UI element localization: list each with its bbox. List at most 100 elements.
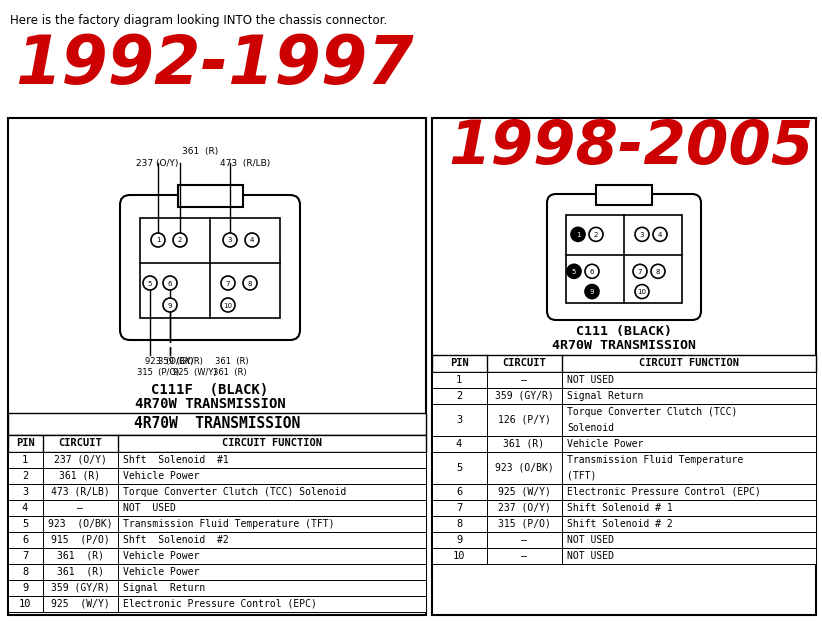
Text: 7: 7 — [22, 551, 28, 561]
Text: 1: 1 — [155, 238, 160, 243]
Bar — [596, 185, 652, 205]
Text: PIN: PIN — [16, 439, 35, 448]
Bar — [8, 468, 426, 484]
Bar — [8, 548, 426, 564]
Bar — [8, 435, 426, 452]
Circle shape — [243, 276, 257, 290]
Text: 10: 10 — [453, 551, 465, 561]
Text: 915  (P/O): 915 (P/O) — [51, 535, 109, 545]
Text: 4: 4 — [658, 232, 663, 238]
Text: 361  (R): 361 (R) — [213, 368, 247, 377]
Text: 5: 5 — [572, 269, 576, 275]
Text: Vehicle Power: Vehicle Power — [123, 471, 200, 481]
Circle shape — [567, 264, 581, 278]
Text: 7: 7 — [226, 281, 230, 287]
Text: C111F  (BLACK): C111F (BLACK) — [151, 383, 269, 397]
Circle shape — [163, 276, 177, 290]
Text: Here is the factory diagram looking INTO the chassis connector.: Here is the factory diagram looking INTO… — [10, 14, 387, 27]
Text: Signal Return: Signal Return — [567, 391, 644, 401]
Text: 237 (O/Y): 237 (O/Y) — [53, 455, 106, 465]
Bar — [8, 596, 426, 612]
Text: 9: 9 — [22, 583, 28, 593]
Bar — [8, 500, 426, 516]
Text: NOT USED: NOT USED — [567, 535, 614, 545]
Text: 473 (R/LB): 473 (R/LB) — [51, 487, 109, 497]
Text: 4R70W TRANSMISSION: 4R70W TRANSMISSION — [552, 339, 696, 352]
Text: 315  (P/O): 315 (P/O) — [137, 368, 179, 377]
Text: 2: 2 — [22, 471, 28, 481]
Text: 8: 8 — [22, 567, 28, 577]
Text: 925  (W/Y): 925 (W/Y) — [173, 368, 217, 377]
Text: 9: 9 — [168, 302, 173, 309]
Bar — [432, 484, 816, 500]
Text: NOT  USED: NOT USED — [123, 503, 176, 513]
Text: PIN: PIN — [450, 358, 469, 368]
Text: 925  (W/Y): 925 (W/Y) — [51, 599, 109, 609]
Bar — [432, 372, 816, 388]
Text: 10: 10 — [638, 289, 646, 295]
Text: 4: 4 — [456, 439, 462, 449]
Text: Vehicle Power: Vehicle Power — [567, 439, 644, 449]
Text: 9: 9 — [456, 535, 462, 545]
Bar — [8, 564, 426, 580]
Text: Transmission Fluid Temperature (TFT): Transmission Fluid Temperature (TFT) — [123, 519, 335, 529]
Bar — [432, 388, 816, 404]
Text: CIRCUIT FUNCTION: CIRCUIT FUNCTION — [222, 439, 322, 448]
Circle shape — [143, 276, 157, 290]
Circle shape — [223, 233, 237, 247]
Text: 7: 7 — [638, 269, 642, 275]
Text: 4R70W  TRANSMISSION: 4R70W TRANSMISSION — [134, 417, 300, 432]
Circle shape — [163, 298, 177, 312]
Text: 923  (O/BK): 923 (O/BK) — [48, 519, 113, 529]
FancyBboxPatch shape — [120, 195, 300, 340]
Text: —: — — [77, 503, 83, 513]
Text: 1998-2005: 1998-2005 — [448, 118, 814, 177]
Text: 1: 1 — [456, 375, 462, 385]
Text: CIRCUIT: CIRCUIT — [58, 439, 102, 448]
Bar — [432, 548, 816, 564]
Circle shape — [173, 233, 187, 247]
Circle shape — [635, 284, 649, 299]
Text: 473  (R/LB): 473 (R/LB) — [220, 159, 270, 168]
Text: 10: 10 — [19, 599, 31, 609]
Circle shape — [633, 264, 647, 278]
Text: 1: 1 — [22, 455, 28, 465]
Text: 9: 9 — [589, 289, 594, 295]
Bar — [432, 532, 816, 548]
Text: 8: 8 — [247, 281, 252, 287]
Circle shape — [571, 228, 585, 241]
Bar — [8, 580, 426, 596]
Text: Torque Converter Clutch (TCC) Solenoid: Torque Converter Clutch (TCC) Solenoid — [123, 487, 346, 497]
Text: 4R70W TRANSMISSION: 4R70W TRANSMISSION — [135, 397, 285, 411]
Bar — [566, 215, 682, 303]
Text: –: – — [521, 535, 527, 545]
Text: –: – — [521, 551, 527, 561]
Text: 126 (P/Y): 126 (P/Y) — [497, 415, 551, 425]
FancyBboxPatch shape — [547, 194, 701, 320]
Text: 361 (R): 361 (R) — [59, 471, 100, 481]
Text: 359 (GY/R): 359 (GY/R) — [51, 583, 109, 593]
Text: 3: 3 — [640, 232, 644, 238]
Bar — [432, 355, 816, 372]
Bar — [432, 436, 816, 452]
Text: Shft  Solenoid  #1: Shft Solenoid #1 — [123, 455, 229, 465]
Text: Shift Solenoid # 2: Shift Solenoid # 2 — [567, 519, 672, 529]
Text: Solenoid: Solenoid — [567, 423, 614, 433]
Bar — [178, 185, 243, 207]
Circle shape — [589, 228, 603, 241]
Text: 359 (GY/R): 359 (GY/R) — [495, 391, 553, 401]
Text: –: – — [521, 375, 527, 385]
Text: 361 (R): 361 (R) — [503, 439, 544, 449]
Text: 8: 8 — [456, 519, 462, 529]
Bar — [8, 532, 426, 548]
Text: 1992-1997: 1992-1997 — [15, 32, 413, 98]
Text: Shft  Solenoid  #2: Shft Solenoid #2 — [123, 535, 229, 545]
Text: Signal  Return: Signal Return — [123, 583, 206, 593]
Bar — [8, 413, 426, 435]
Bar — [432, 452, 816, 484]
Text: 4: 4 — [250, 238, 254, 243]
Text: Electronic Pressure Control (EPC): Electronic Pressure Control (EPC) — [123, 599, 316, 609]
Circle shape — [635, 228, 649, 241]
Text: 5: 5 — [148, 281, 152, 287]
Text: 361  (R): 361 (R) — [57, 567, 104, 577]
